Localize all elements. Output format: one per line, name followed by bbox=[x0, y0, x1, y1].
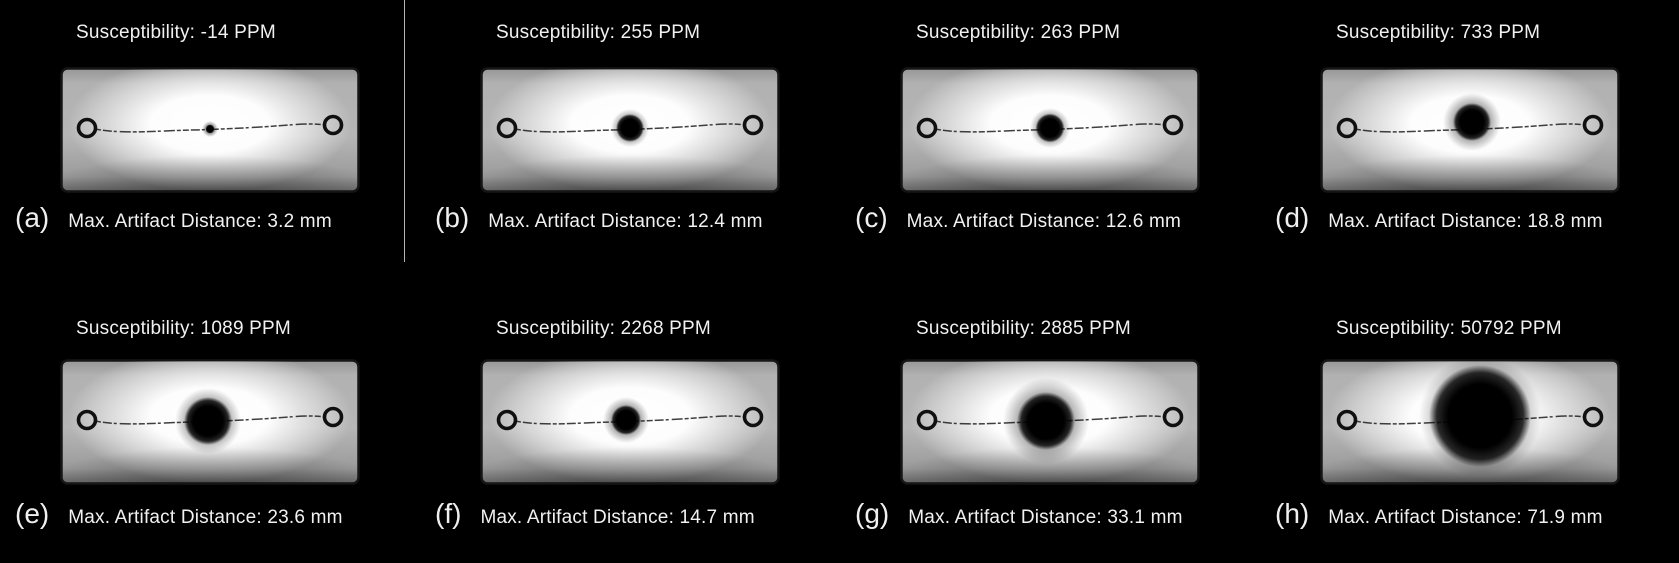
panel-letter-label: (h) bbox=[1275, 498, 1310, 529]
panel-letter-label: (b) bbox=[435, 202, 470, 233]
panel-letter-label: (d) bbox=[1275, 202, 1310, 233]
figure-panel: Susceptibility: 50792 PPM (h) Max. Artif… bbox=[1260, 280, 1679, 563]
artifact-core bbox=[205, 124, 215, 134]
mri-phantom-image bbox=[1320, 358, 1620, 486]
left-marker-ring bbox=[76, 409, 98, 431]
mri-phantom-image bbox=[900, 358, 1200, 486]
artifact-distance-caption: Max. Artifact Distance: 23.6 mm bbox=[68, 507, 343, 528]
bottom-shadow bbox=[1322, 155, 1618, 191]
panel-bottom-captions: (h) Max. Artifact Distance: 71.9 mm bbox=[1275, 498, 1679, 530]
panel-letter-label: (c) bbox=[855, 202, 888, 233]
bottom-shadow bbox=[1322, 447, 1618, 483]
bottom-shadow bbox=[482, 155, 778, 191]
left-marker-ring bbox=[916, 117, 938, 139]
susceptibility-caption: Susceptibility: 1089 PPM bbox=[76, 318, 291, 339]
artifact-core bbox=[1453, 103, 1491, 141]
panel-bottom-captions: (d) Max. Artifact Distance: 18.8 mm bbox=[1275, 202, 1679, 234]
artifact-core bbox=[184, 397, 232, 445]
figure-panel: Susceptibility: 255 PPM (b) Max. Artifac… bbox=[420, 0, 840, 280]
artifact-core bbox=[611, 405, 641, 435]
panel-letter-label: (f) bbox=[435, 498, 462, 529]
panel-bottom-captions: (b) Max. Artifact Distance: 12.4 mm bbox=[435, 202, 840, 234]
susceptibility-caption: Susceptibility: 263 PPM bbox=[916, 22, 1121, 43]
panel-bottom-captions: (g) Max. Artifact Distance: 33.1 mm bbox=[855, 498, 1260, 530]
susceptibility-caption: Susceptibility: 2885 PPM bbox=[916, 318, 1131, 339]
artifact-distance-caption: Max. Artifact Distance: 14.7 mm bbox=[480, 507, 755, 528]
mri-phantom-image bbox=[60, 66, 360, 194]
panel-bottom-captions: (a) Max. Artifact Distance: 3.2 mm bbox=[15, 202, 420, 234]
panel-bottom-captions: (e) Max. Artifact Distance: 23.6 mm bbox=[15, 498, 420, 530]
panel-bottom-captions: (f) Max. Artifact Distance: 14.7 mm bbox=[435, 498, 840, 530]
right-marker-ring bbox=[1162, 406, 1184, 428]
artifact-distance-caption: Max. Artifact Distance: 12.4 mm bbox=[488, 211, 763, 232]
bottom-shadow bbox=[62, 155, 358, 191]
figure-panel: Susceptibility: 1089 PPM (e) Max. Artifa… bbox=[0, 280, 420, 563]
susceptibility-caption: Susceptibility: -14 PPM bbox=[76, 22, 276, 43]
artifact-core bbox=[1017, 392, 1075, 450]
panel-letter-label: (g) bbox=[855, 498, 890, 529]
bottom-shadow bbox=[902, 447, 1198, 483]
bottom-shadow bbox=[62, 447, 358, 483]
right-marker-ring bbox=[742, 406, 764, 428]
artifact-core bbox=[1429, 365, 1531, 467]
left-marker-ring bbox=[496, 409, 518, 431]
artifact-distance-caption: Max. Artifact Distance: 71.9 mm bbox=[1328, 507, 1603, 528]
right-marker-ring bbox=[1582, 114, 1604, 136]
figure-panel: Susceptibility: 733 PPM (d) Max. Artifac… bbox=[1260, 0, 1679, 280]
panel-bottom-captions: (c) Max. Artifact Distance: 12.6 mm bbox=[855, 202, 1260, 234]
figure-panel: Susceptibility: 263 PPM (c) Max. Artifac… bbox=[840, 0, 1260, 280]
left-marker-ring bbox=[1336, 117, 1358, 139]
figure-panel: Susceptibility: 2268 PPM (f) Max. Artifa… bbox=[420, 280, 840, 563]
figure-panel: Susceptibility: 2885 PPM (g) Max. Artifa… bbox=[840, 280, 1260, 563]
susceptibility-caption: Susceptibility: 733 PPM bbox=[1336, 22, 1541, 43]
artifact-core bbox=[1035, 113, 1065, 143]
left-marker-ring bbox=[916, 409, 938, 431]
bottom-shadow bbox=[902, 155, 1198, 191]
susceptibility-caption: Susceptibility: 255 PPM bbox=[496, 22, 701, 43]
figure-panel: Susceptibility: -14 PPM (a) Max. Artifac… bbox=[0, 0, 420, 280]
left-marker-ring bbox=[76, 117, 98, 139]
right-marker-ring bbox=[1162, 114, 1184, 136]
artifact-distance-caption: Max. Artifact Distance: 12.6 mm bbox=[906, 211, 1182, 232]
left-marker-ring bbox=[496, 117, 518, 139]
artifact-distance-caption: Max. Artifact Distance: 3.2 mm bbox=[68, 211, 332, 232]
panel-grid-row-top: Susceptibility: -14 PPM (a) Max. Artifac… bbox=[0, 0, 1679, 280]
right-marker-ring bbox=[322, 114, 344, 136]
artifact-distance-caption: Max. Artifact Distance: 18.8 mm bbox=[1328, 211, 1603, 232]
right-marker-ring bbox=[742, 114, 764, 136]
mri-phantom-image bbox=[480, 66, 780, 194]
mri-phantom-image bbox=[480, 358, 780, 486]
right-marker-ring bbox=[322, 406, 344, 428]
panel-letter-label: (a) bbox=[15, 202, 50, 233]
bottom-shadow bbox=[482, 447, 778, 483]
susceptibility-caption: Susceptibility: 2268 PPM bbox=[496, 318, 711, 339]
artifact-distance-caption: Max. Artifact Distance: 33.1 mm bbox=[908, 507, 1183, 528]
right-marker-ring bbox=[1582, 406, 1604, 428]
susceptibility-caption: Susceptibility: 50792 PPM bbox=[1336, 318, 1562, 339]
artifact-core bbox=[616, 114, 644, 142]
column-divider-line bbox=[404, 0, 405, 262]
mri-phantom-image bbox=[900, 66, 1200, 194]
mri-phantom-image bbox=[60, 358, 360, 486]
panel-letter-label: (e) bbox=[15, 498, 50, 529]
panel-grid-row-bottom: Susceptibility: 1089 PPM (e) Max. Artifa… bbox=[0, 280, 1679, 563]
mri-phantom-image bbox=[1320, 66, 1620, 194]
left-marker-ring bbox=[1336, 409, 1358, 431]
